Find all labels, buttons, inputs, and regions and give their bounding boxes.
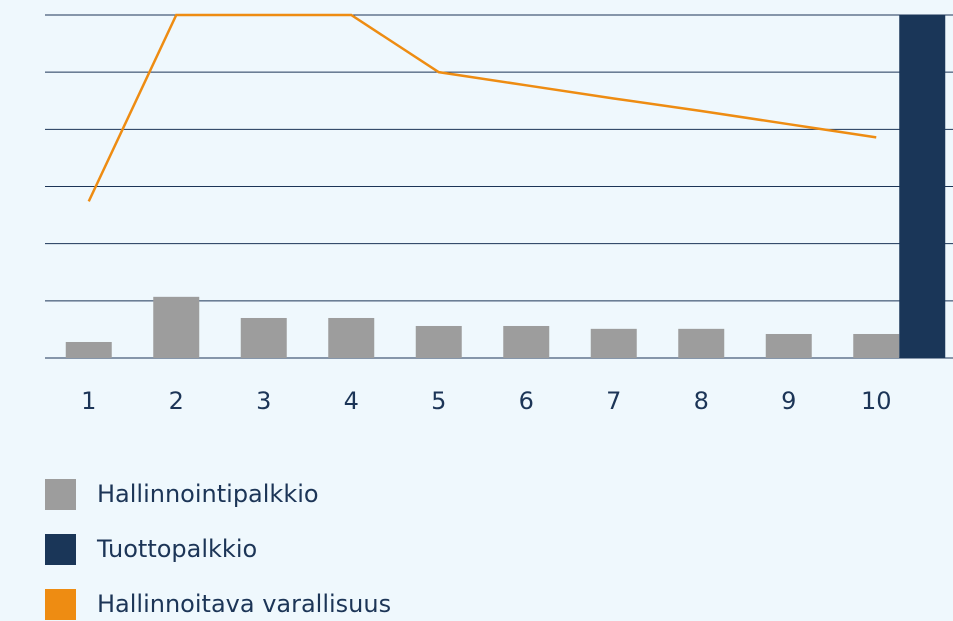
legend-swatch — [45, 479, 76, 510]
legend-swatch — [45, 534, 76, 565]
bar — [678, 328, 725, 358]
x-tick-label: 10 — [861, 387, 892, 415]
x-tick-label: 4 — [344, 387, 359, 415]
bar — [415, 325, 462, 358]
bar — [590, 328, 637, 358]
x-tick-label: 6 — [519, 387, 534, 415]
x-tick-label: 7 — [606, 387, 621, 415]
bar — [503, 325, 550, 358]
x-tick-label: 2 — [169, 387, 184, 415]
x-tick-label: 8 — [694, 387, 709, 415]
legend-label: Hallinnointipalkkio — [97, 480, 319, 508]
bar — [765, 333, 812, 358]
bar — [65, 341, 112, 358]
x-tick-label: 5 — [431, 387, 446, 415]
bar — [328, 317, 375, 358]
bar — [899, 15, 946, 358]
x-tick-label: 1 — [81, 387, 96, 415]
bar — [240, 317, 287, 358]
bar — [853, 333, 900, 358]
legend-swatch — [45, 589, 76, 620]
bar — [153, 296, 200, 358]
line — [87, 13, 877, 202]
legend-label: Tuottopalkkio — [96, 535, 257, 563]
x-tick-label: 9 — [781, 387, 796, 415]
x-tick-label: 3 — [256, 387, 271, 415]
legend-label: Hallinnoitava varallisuus — [97, 590, 391, 618]
